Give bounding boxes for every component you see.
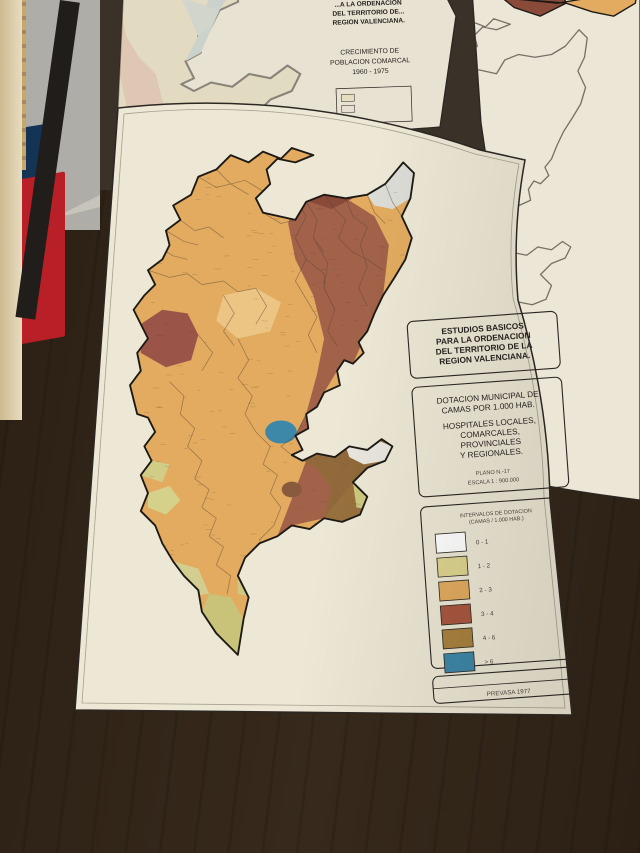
svg-text:1960 - 1975: 1960 - 1975 — [352, 68, 389, 76]
